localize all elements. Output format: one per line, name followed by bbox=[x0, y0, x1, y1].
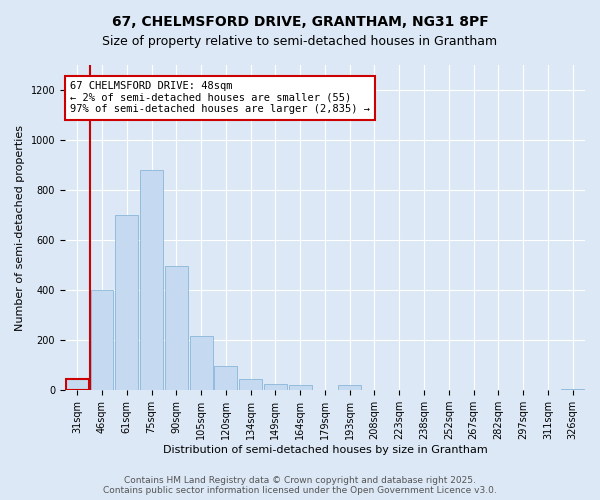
Bar bbox=[140, 170, 163, 390]
X-axis label: Distribution of semi-detached houses by size in Grantham: Distribution of semi-detached houses by … bbox=[163, 445, 487, 455]
Bar bbox=[289, 385, 311, 390]
Bar bbox=[264, 384, 287, 390]
Bar bbox=[165, 266, 188, 390]
Bar bbox=[338, 385, 361, 390]
Bar bbox=[66, 379, 89, 390]
Bar bbox=[239, 379, 262, 390]
Text: 67 CHELMSFORD DRIVE: 48sqm
← 2% of semi-detached houses are smaller (55)
97% of : 67 CHELMSFORD DRIVE: 48sqm ← 2% of semi-… bbox=[70, 82, 370, 114]
Text: 67, CHELMSFORD DRIVE, GRANTHAM, NG31 8PF: 67, CHELMSFORD DRIVE, GRANTHAM, NG31 8PF bbox=[112, 15, 488, 29]
Bar bbox=[115, 215, 138, 390]
Y-axis label: Number of semi-detached properties: Number of semi-detached properties bbox=[15, 124, 25, 330]
Text: Size of property relative to semi-detached houses in Grantham: Size of property relative to semi-detach… bbox=[103, 35, 497, 48]
Bar bbox=[91, 290, 113, 390]
Bar bbox=[561, 389, 584, 390]
Text: Contains HM Land Registry data © Crown copyright and database right 2025.
Contai: Contains HM Land Registry data © Crown c… bbox=[103, 476, 497, 495]
Bar bbox=[190, 336, 212, 390]
Bar bbox=[214, 366, 237, 390]
